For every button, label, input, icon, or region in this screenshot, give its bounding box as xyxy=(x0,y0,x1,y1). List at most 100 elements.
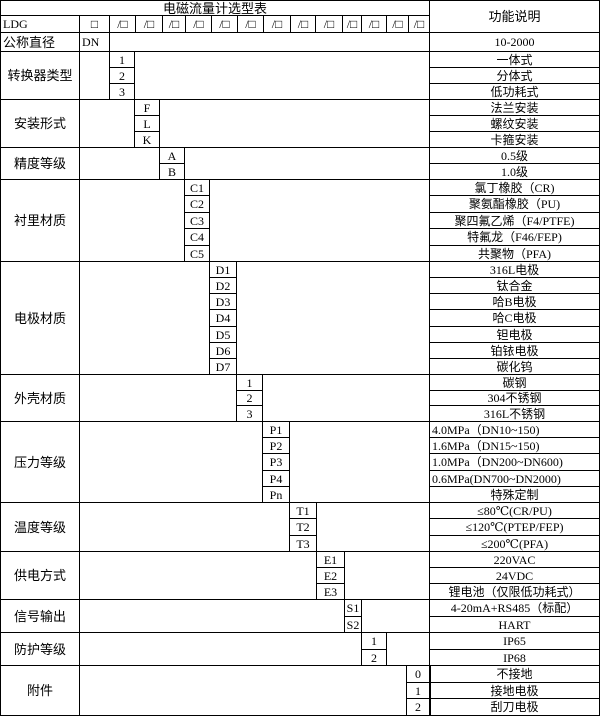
option-code: 2 xyxy=(362,650,387,666)
option-code: T3 xyxy=(290,536,317,552)
model-slot: /□ xyxy=(238,16,264,33)
option-desc: IP65 xyxy=(430,633,600,650)
option-code: D5 xyxy=(210,327,237,343)
option-desc: 分体式 xyxy=(430,68,600,84)
group-blank-left xyxy=(80,422,263,503)
model-first-slot: □ xyxy=(80,16,110,33)
option-desc: 不接地 xyxy=(430,666,600,683)
option-code: C2 xyxy=(185,196,210,213)
option-desc: 刮刀电极 xyxy=(430,699,600,716)
model-slot: /□ xyxy=(136,16,163,33)
option-desc: HART xyxy=(430,617,600,633)
option-code: T2 xyxy=(290,519,317,536)
option-code: S2 xyxy=(345,617,362,633)
option-desc: 卡箍安装 xyxy=(430,132,600,148)
option-desc: 316L不锈钢 xyxy=(430,406,600,422)
group-blank-left xyxy=(80,503,290,552)
group-blank-right xyxy=(210,180,430,262)
option-code: E2 xyxy=(317,568,345,584)
group-label: 信号输出 xyxy=(0,600,80,633)
option-code: L xyxy=(135,116,160,132)
option-code: P4 xyxy=(263,471,290,487)
option-desc: 哈B电极 xyxy=(430,294,600,310)
model-slot: /□ xyxy=(163,16,186,33)
option-code: C4 xyxy=(185,229,210,246)
group-blank-left xyxy=(80,262,210,375)
group-label: 电极材质 xyxy=(0,262,80,375)
option-desc: ≤120℃(PTEP/FEP) xyxy=(430,519,600,536)
group-label: 温度等级 xyxy=(0,503,80,552)
option-desc: 铂铱电极 xyxy=(430,343,600,359)
group-blank-right xyxy=(237,262,430,375)
group-blank-left xyxy=(80,552,317,600)
option-code: C1 xyxy=(185,180,210,196)
group-blank-left xyxy=(80,375,237,422)
group-blank-right xyxy=(362,600,430,633)
group-label: 衬里材质 xyxy=(0,180,80,262)
option-code: P1 xyxy=(263,422,290,438)
option-code: C5 xyxy=(185,246,210,262)
option-code: 2 xyxy=(237,391,263,406)
group-blank-left xyxy=(80,100,135,148)
option-desc: 氯丁橡胶（CR) xyxy=(430,180,600,196)
model-slot: /□ xyxy=(343,16,362,33)
group-label: 外壳材质 xyxy=(0,375,80,422)
option-desc: 特氟龙（F46/FEP) xyxy=(430,229,600,246)
nominal-desc: 10-2000 xyxy=(430,33,600,52)
option-code: P2 xyxy=(263,438,290,454)
nominal-blank xyxy=(110,33,430,52)
group-blank-right xyxy=(185,148,430,180)
nominal-code: DN xyxy=(80,33,110,52)
option-desc: 钛合金 xyxy=(430,278,600,294)
option-code: D3 xyxy=(210,294,237,310)
group-blank-left xyxy=(80,600,345,633)
option-desc: IP68 xyxy=(430,650,600,666)
option-desc: 共聚物（PFA) xyxy=(430,246,600,262)
group-blank-right xyxy=(135,52,430,100)
option-code: 1 xyxy=(237,375,263,391)
group-label: 防护等级 xyxy=(0,633,80,666)
group-label: 供电方式 xyxy=(0,552,80,600)
group-label: 压力等级 xyxy=(0,422,80,503)
option-desc: ≤200℃(PFA) xyxy=(430,536,600,552)
option-desc: 一体式 xyxy=(430,52,600,68)
option-desc: 0.5级 xyxy=(430,148,600,164)
function-header: 功能说明 xyxy=(430,0,600,33)
option-code: C3 xyxy=(185,213,210,229)
option-code: D7 xyxy=(210,359,237,375)
model-slot: /□ xyxy=(291,16,316,33)
model-slot: /□ xyxy=(387,16,409,33)
option-desc: 法兰安装 xyxy=(430,100,600,116)
group-blank-right xyxy=(317,503,430,552)
option-desc: 0.6MPa(DN700~DN2000) xyxy=(430,471,600,487)
option-code: 1 xyxy=(362,633,387,650)
option-desc: 哈C电极 xyxy=(430,310,600,327)
option-desc: 接地电极 xyxy=(430,683,600,699)
option-code: 2 xyxy=(407,699,430,716)
model-slot: /□ xyxy=(110,16,136,33)
group-blank-left xyxy=(80,52,110,100)
option-desc: 碳钢 xyxy=(430,375,600,391)
option-code: D1 xyxy=(210,262,237,278)
model-prefix: LDG xyxy=(0,16,80,33)
option-code: D6 xyxy=(210,343,237,359)
option-desc: 220VAC xyxy=(430,552,600,568)
option-code: F xyxy=(135,100,160,116)
group-blank-right xyxy=(160,100,430,148)
group-label: 安装形式 xyxy=(0,100,80,148)
group-blank-right xyxy=(345,552,430,600)
option-desc: 低功耗式 xyxy=(430,84,600,100)
option-code: P3 xyxy=(263,454,290,471)
option-code: K xyxy=(135,132,160,148)
table-title: 电磁流量计选型表 xyxy=(0,0,430,16)
model-slot: /□ xyxy=(264,16,291,33)
option-desc: ≤80℃(CR/PU) xyxy=(430,503,600,519)
model-slot: /□ xyxy=(316,16,343,33)
option-desc: 钽电极 xyxy=(430,327,600,343)
model-slot: /□ xyxy=(409,16,430,33)
model-slot: /□ xyxy=(362,16,387,33)
group-blank-right xyxy=(387,633,430,666)
group-label: 转换器类型 xyxy=(0,52,80,100)
group-blank-right xyxy=(263,375,430,422)
